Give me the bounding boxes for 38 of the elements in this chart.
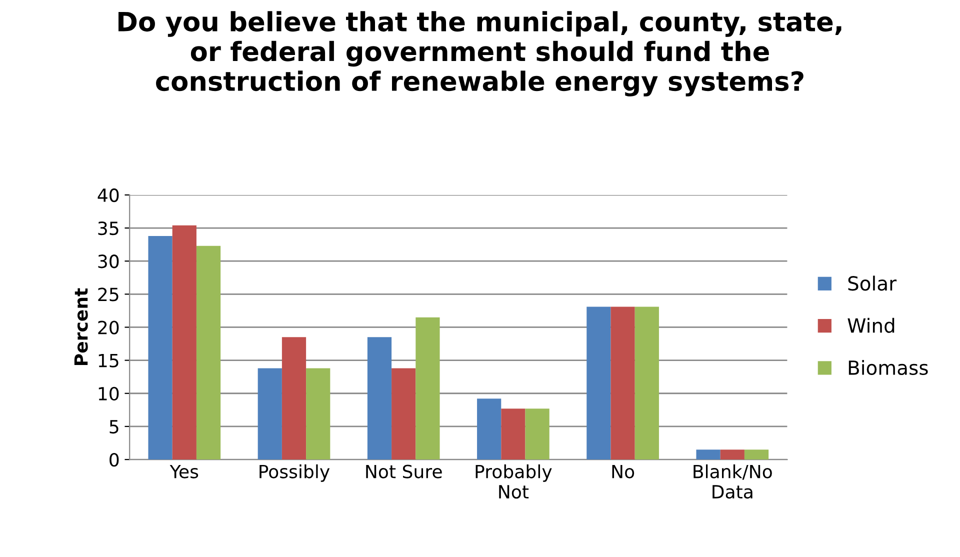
bar xyxy=(416,317,440,460)
bar xyxy=(148,236,172,460)
bar xyxy=(610,306,635,460)
bar xyxy=(392,368,416,460)
bar xyxy=(282,337,306,460)
x-tick-label: No xyxy=(612,464,634,478)
y-tick-label: 20 xyxy=(98,320,119,334)
legend-label: Solar xyxy=(848,276,897,291)
bar xyxy=(744,450,769,460)
x-tick-label: Probably Not xyxy=(476,464,552,499)
bar xyxy=(696,450,720,460)
y-tick-label: 40 xyxy=(98,188,119,202)
x-tick-label: Yes xyxy=(170,464,198,478)
legend-label: Biomass xyxy=(848,360,928,376)
y-tick-label: 15 xyxy=(98,354,118,368)
x-tick-label: Possibly xyxy=(260,464,330,482)
bar xyxy=(306,368,330,460)
y-tick-label: 5 xyxy=(110,420,118,434)
y-axis-title: Percent xyxy=(74,288,88,365)
y-tick-label: 25 xyxy=(98,288,118,302)
bar xyxy=(720,450,744,460)
bar xyxy=(586,306,611,460)
y-tick-label: 0 xyxy=(110,452,119,467)
chart-title: Do you believe that the municipal, county, state, or federal government should fund the construction of renewable energy systems? xyxy=(118,11,842,96)
bar xyxy=(634,306,659,460)
bar xyxy=(477,398,502,460)
bar xyxy=(196,246,221,460)
bar xyxy=(258,368,282,460)
x-tick-label: Not Sure xyxy=(366,464,442,478)
y-tick-label: 30 xyxy=(98,254,119,268)
bar xyxy=(501,408,526,460)
legend-label: Wind xyxy=(848,318,894,333)
bar xyxy=(172,225,196,460)
bar xyxy=(525,408,550,460)
x-tick-label: Blank/No Data xyxy=(694,464,772,499)
bar xyxy=(367,337,392,460)
y-tick-label: 35 xyxy=(98,221,118,236)
y-tick-label: 10 xyxy=(98,386,119,400)
